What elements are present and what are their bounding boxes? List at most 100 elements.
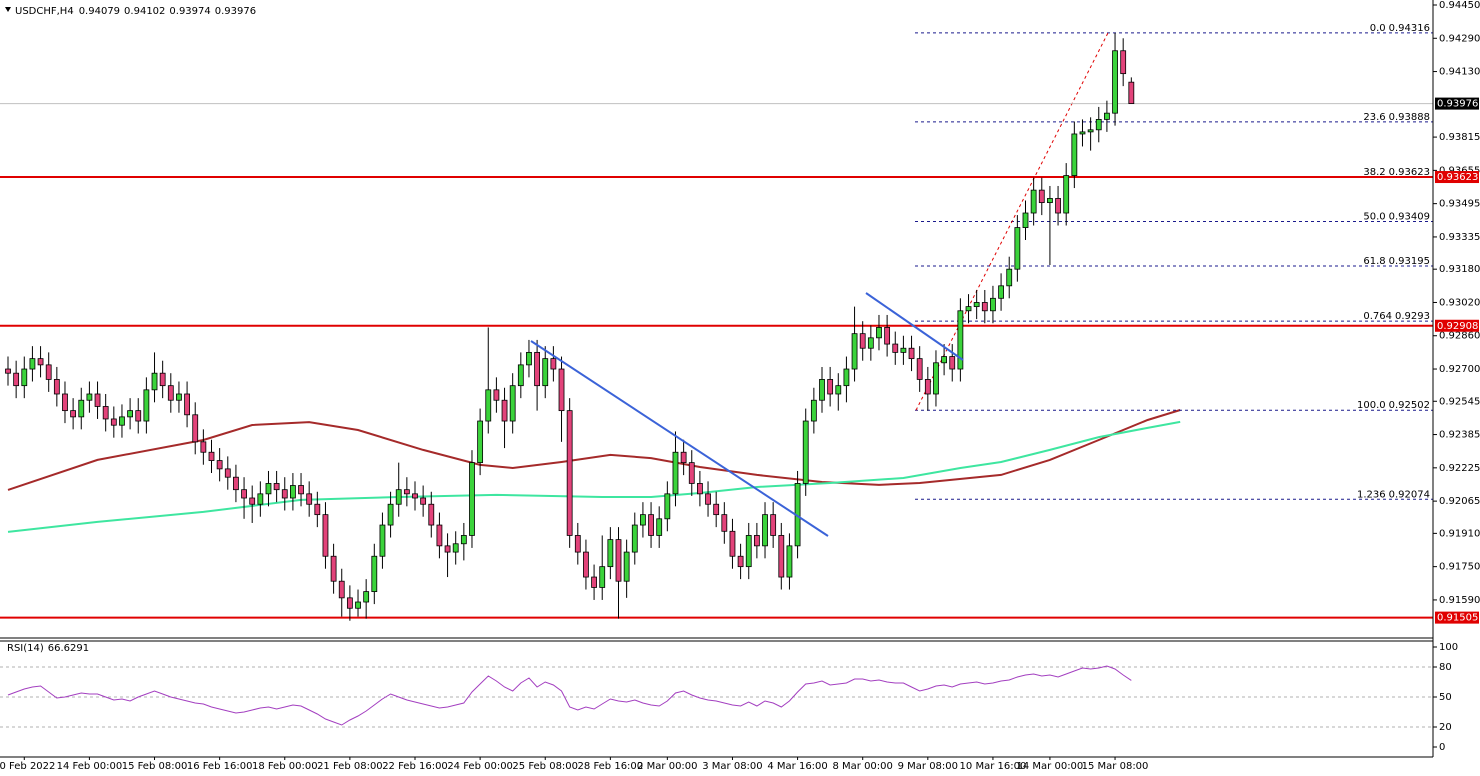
candle-body — [884, 327, 891, 345]
rsi-tick-label: 100 — [1439, 642, 1458, 653]
candle-body — [753, 535, 760, 547]
fib-level: 61.8 — [1363, 256, 1385, 267]
trendline — [865, 292, 964, 361]
candle-body — [29, 358, 36, 370]
candle-body — [21, 368, 28, 387]
x-tick-label: 15 Feb 08:00 — [122, 761, 188, 772]
candle-body — [322, 514, 329, 557]
fib-level: 23.6 — [1363, 112, 1385, 123]
candle-body — [916, 358, 923, 380]
candle-body — [859, 333, 866, 349]
candle-body — [460, 535, 467, 545]
candle-body — [151, 372, 158, 391]
candle-body — [705, 493, 711, 505]
candle-body — [387, 503, 394, 526]
fib-value: 0.93195 — [1389, 256, 1430, 267]
close-value: 0.93976 — [215, 6, 256, 17]
candle-body — [550, 358, 557, 370]
fib-value: 0.93623 — [1389, 167, 1430, 178]
candle-body — [786, 545, 793, 578]
candle-body — [672, 451, 679, 495]
candle-body — [5, 368, 11, 374]
candle-body — [615, 539, 622, 582]
candle-body — [412, 493, 418, 499]
candle-body — [257, 493, 264, 505]
price-label: 0.93976 — [1437, 99, 1478, 110]
fib-label: 100.0 0.92502 — [1357, 400, 1430, 411]
candle-body — [819, 379, 825, 401]
candle-body — [843, 368, 850, 387]
candle-body — [876, 327, 882, 339]
candle-body — [965, 306, 972, 312]
y-tick-label: 0.92860 — [1439, 331, 1480, 342]
candle-body — [697, 483, 703, 495]
candle-body — [1087, 129, 1094, 133]
candle-body — [607, 539, 614, 568]
x-tick-label: 8 Mar 00:00 — [832, 761, 892, 772]
candle-body — [200, 441, 207, 453]
candle-body — [289, 485, 296, 499]
candle-body — [998, 285, 1004, 299]
candle-body — [623, 551, 630, 582]
candle-body — [436, 524, 443, 547]
rsi-title: RSI(14) — [7, 643, 44, 654]
candle-body — [1112, 50, 1118, 114]
fib-value: 0.93888 — [1389, 112, 1430, 123]
candle-body — [363, 591, 370, 603]
candle-body — [558, 368, 565, 412]
candle-body — [306, 493, 313, 505]
candle-body — [591, 576, 597, 588]
candle-body — [216, 460, 223, 470]
candle-body — [721, 514, 728, 532]
candle-body — [851, 333, 858, 370]
moving-average — [7, 409, 1181, 491]
y-tick-label: 0.92065 — [1439, 496, 1480, 507]
candle-body — [355, 601, 361, 609]
candle-body — [37, 358, 44, 366]
candle-body — [1055, 198, 1061, 214]
level-label: 0.92908 — [1437, 321, 1478, 332]
y-tick-label: 0.92545 — [1439, 396, 1480, 407]
candle-body — [566, 410, 573, 536]
candle-body — [981, 302, 988, 312]
plot-layer: 0.0 0.94316 23.6 0.93888 38.2 0.93623 50.0 0.93… — [0, 23, 1433, 728]
candle-body — [1120, 50, 1127, 75]
candle-body — [1006, 268, 1013, 287]
x-tick-label: 25 Feb 08:00 — [512, 761, 578, 772]
y-tick-label: 0.93495 — [1439, 199, 1480, 210]
candle-body — [428, 503, 435, 526]
y-tick-label: 0.93335 — [1439, 232, 1480, 243]
candle-body — [444, 545, 451, 553]
candle-body — [802, 420, 809, 484]
candle-body — [224, 468, 231, 478]
candle-body — [330, 555, 337, 582]
level-label: 0.93623 — [1437, 172, 1478, 183]
level-box — [1435, 611, 1479, 624]
trendline — [530, 340, 829, 537]
candle-body — [509, 385, 516, 422]
y-tick-label: 0.92700 — [1439, 364, 1480, 375]
level-box — [1435, 319, 1479, 332]
candle-body — [648, 514, 654, 536]
fib-label: 1.236 0.92074 — [1357, 489, 1430, 500]
fib-label: 0.764 0.9293 — [1363, 311, 1430, 322]
candle-body — [664, 493, 671, 520]
y-tick-label: 0.91910 — [1439, 528, 1480, 539]
candle-body — [469, 462, 475, 536]
candle-body — [94, 393, 101, 407]
candle-body — [135, 410, 142, 422]
candle-body — [957, 310, 964, 370]
y-tick-label: 0.94450 — [1439, 0, 1480, 11]
x-tick-label: 16 Feb 16:00 — [187, 761, 253, 772]
header: USDCHF,H4 0.94079 0.94102 0.93974 0.93976 — [15, 6, 256, 17]
candle-body — [517, 364, 524, 387]
y-tick-label: 0.93020 — [1439, 297, 1480, 308]
fib-value: 0.94316 — [1389, 23, 1430, 34]
candle-body — [241, 489, 247, 499]
fib-label: 38.2 0.93623 — [1363, 167, 1430, 178]
y-tick-label: 0.91590 — [1439, 595, 1480, 606]
x-tick-label: 2 Mar 00:00 — [637, 761, 697, 772]
